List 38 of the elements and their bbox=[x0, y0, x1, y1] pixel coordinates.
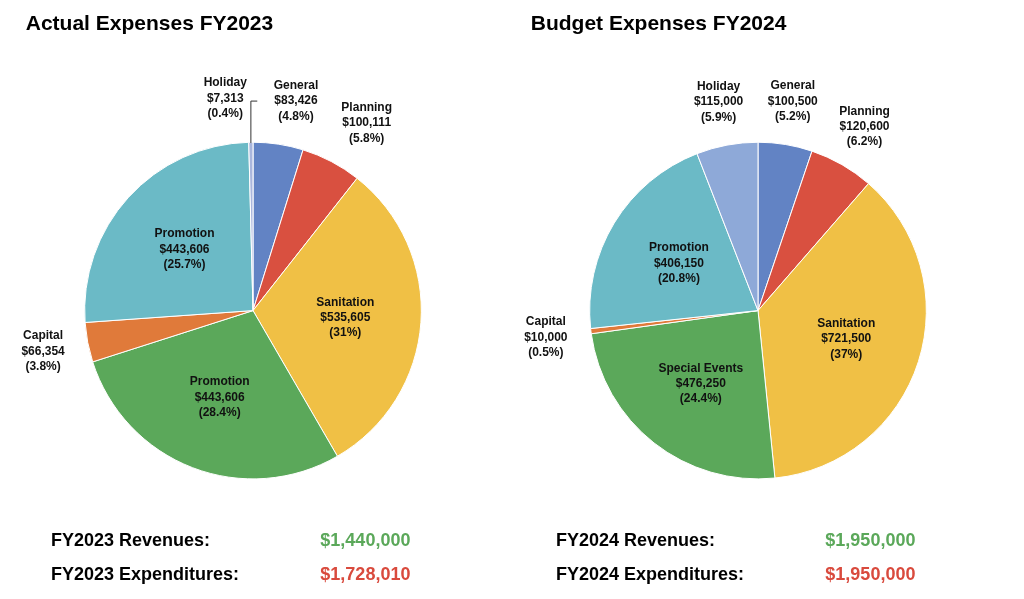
data-label: $406,150 (20.8%) bbox=[653, 255, 705, 286]
slice-label: Special Events bbox=[658, 360, 744, 375]
slice-label: Planning bbox=[839, 103, 890, 118]
chart-title: Budget Expenses FY2024 bbox=[530, 10, 787, 34]
slice-label: Capital bbox=[23, 328, 64, 343]
data-label: $476,250 (24.4%) bbox=[675, 376, 727, 406]
data-label: $721,500 (37%) bbox=[821, 331, 872, 361]
slice-label: Planning bbox=[341, 99, 393, 114]
data-label: $66,354 (3.8%) bbox=[21, 343, 66, 374]
slice-label: Promotion bbox=[154, 226, 215, 241]
text: FY2023 Revenues: bbox=[51, 530, 211, 551]
text: $1,950,000 bbox=[825, 563, 916, 584]
data-label: $10,000 (0.5%) bbox=[524, 329, 568, 359]
text: FY2024 Revenues: bbox=[556, 530, 716, 551]
slice-label: Sanitation bbox=[316, 294, 375, 309]
data-label: $120,600 (6.2%) bbox=[839, 119, 890, 149]
text: $1,950,000 bbox=[825, 530, 916, 551]
data-label: $443,606 (28.4%) bbox=[194, 389, 246, 419]
text: FY2023 Expenditures: bbox=[51, 563, 240, 584]
slice-label: Promotion bbox=[648, 240, 709, 255]
text: $1,728,010 bbox=[320, 563, 411, 584]
slice-label: Sanitation bbox=[817, 316, 876, 331]
text: FY2024 Expenditures: bbox=[556, 563, 745, 584]
chart-title: Actual Expenses FY2023 bbox=[25, 10, 274, 34]
data-label: $83,426 (4.8%) bbox=[274, 93, 319, 123]
data-label: $7,313 (0.4%) bbox=[206, 90, 244, 121]
data-label: $115,000 (5.9%) bbox=[693, 94, 744, 124]
data-label: $100,500 (5.2%) bbox=[767, 93, 819, 123]
slice-label: Holiday bbox=[696, 78, 741, 93]
slice-label: General bbox=[273, 77, 319, 92]
data-label: $100,111 (5.8%) bbox=[342, 115, 392, 145]
slice-label: Holiday bbox=[203, 75, 248, 90]
text: $1,440,000 bbox=[320, 530, 411, 551]
slice-label: General bbox=[770, 78, 816, 93]
slice-label: Promotion bbox=[189, 374, 250, 389]
slice-label: Capital bbox=[525, 314, 566, 329]
data-label: $443,606 (25.7%) bbox=[159, 241, 210, 271]
data-label: $535,605 (31%) bbox=[320, 310, 371, 340]
